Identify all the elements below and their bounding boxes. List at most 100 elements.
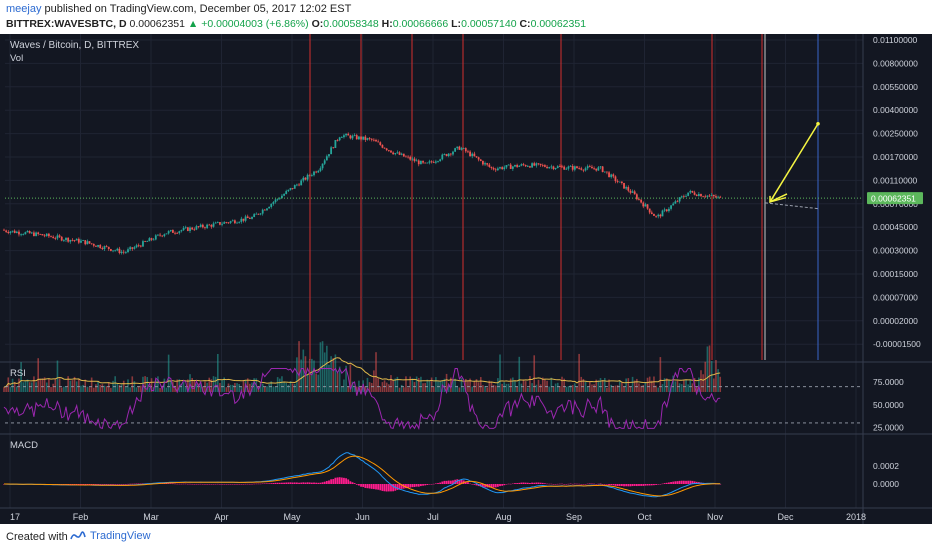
volume-bar	[648, 376, 651, 392]
candle-body	[499, 167, 501, 169]
candle-body	[563, 166, 566, 170]
macd-histogram-bar	[246, 483, 249, 485]
macd-axis-tick: 0.0002	[873, 461, 899, 471]
candle-body	[167, 231, 170, 234]
candle-body	[5, 230, 8, 232]
up-arrow-icon: ▲	[187, 18, 199, 30]
candle-body	[287, 189, 290, 192]
macd-histogram-bar	[95, 484, 97, 485]
macd-histogram-bar	[672, 481, 675, 484]
candle-body	[219, 222, 221, 225]
candle-body	[257, 213, 260, 215]
candle-body	[462, 148, 465, 149]
macd-histogram-bar	[325, 480, 328, 484]
candle-body	[351, 135, 354, 139]
volume-bar	[343, 379, 345, 392]
candle-body	[582, 169, 585, 171]
candle-body	[565, 168, 568, 170]
macd-histogram-bar	[103, 484, 106, 485]
volume-bar	[417, 378, 420, 392]
candle-body	[533, 163, 536, 166]
price-axis-tick: 0.01100000	[873, 35, 918, 45]
open-value: 0.00058348	[323, 18, 379, 30]
candle-body	[112, 250, 114, 252]
volume-bar	[39, 378, 42, 392]
candle-body	[272, 202, 275, 204]
macd-histogram-bar	[556, 483, 559, 485]
macd-histogram-bar	[268, 483, 271, 484]
author-link[interactable]: meejay	[6, 3, 42, 15]
arrow-line	[769, 123, 819, 203]
macd-histogram-bar	[387, 484, 390, 492]
volume-bar	[364, 386, 367, 392]
macd-histogram-bar	[135, 483, 138, 485]
volume-bar	[398, 387, 401, 392]
candle-body	[672, 203, 675, 206]
macd-histogram-bar	[599, 483, 602, 485]
candle-body	[571, 165, 574, 170]
volume-bar	[383, 380, 386, 392]
volume-bar	[30, 382, 33, 392]
volume-bar	[69, 380, 72, 392]
volume-bar	[86, 386, 89, 392]
macd-histogram-bar	[518, 482, 521, 484]
candle-body	[599, 166, 602, 168]
macd-histogram-bar	[511, 483, 514, 485]
candle-body	[526, 166, 529, 168]
macd-histogram-bar	[420, 484, 422, 487]
candle-body	[372, 139, 375, 141]
macd-histogram-bar	[285, 482, 288, 484]
macd-histogram-bar	[475, 484, 478, 486]
volume-bar	[54, 379, 57, 392]
macd-histogram-bar	[561, 483, 563, 485]
volume-bar	[26, 379, 29, 392]
tradingview-brand[interactable]: TradingView	[70, 530, 151, 542]
macd-histogram-bar	[343, 477, 345, 484]
macd-histogram-bar	[661, 483, 664, 485]
candle-body	[362, 136, 365, 140]
chart-svg[interactable]: Waves / Bitcoin, D, BITTREX Vol 0.01100000…	[0, 34, 932, 524]
volume-bar	[65, 386, 67, 392]
volume-bar	[565, 386, 568, 392]
candle-body	[323, 160, 326, 164]
candle-body	[122, 251, 125, 253]
candle-body	[50, 236, 52, 238]
candle-body	[306, 174, 309, 180]
macd-histogram-bar	[163, 483, 166, 484]
volume-bar	[101, 384, 104, 392]
grid-lines	[5, 34, 863, 508]
candle-body	[353, 135, 356, 136]
volume-bar	[315, 373, 317, 392]
candle-body	[405, 156, 407, 158]
candle-body	[445, 154, 448, 157]
macd-histogram-bar	[210, 484, 213, 485]
macd-histogram-bar	[629, 484, 632, 487]
candle-body	[178, 231, 181, 234]
candle-body	[552, 166, 555, 170]
macd-histogram-bar	[169, 483, 172, 484]
candle-body	[251, 216, 253, 219]
macd-histogram-bar	[682, 480, 685, 484]
volume-bar	[182, 382, 185, 392]
candle-body	[240, 218, 243, 222]
time-axis-tick: Aug	[495, 512, 511, 522]
macd-histogram-bar	[616, 484, 619, 487]
candle-body	[3, 229, 5, 231]
macd-histogram-bar	[266, 483, 268, 484]
candle-body	[199, 224, 202, 227]
volume-bar	[373, 370, 375, 392]
volume-bar	[154, 380, 157, 392]
volume-bar	[691, 383, 694, 392]
volume-bar	[249, 383, 251, 392]
time-axis-tick: Nov	[707, 512, 724, 522]
macd-histogram-bar	[424, 484, 427, 486]
candle-body	[336, 140, 339, 141]
macd-histogram-bar	[334, 477, 337, 484]
candle-body	[276, 198, 279, 200]
macd-histogram-bar	[214, 483, 217, 485]
macd-histogram-bar	[355, 484, 358, 485]
chart-area[interactable]: Waves / Bitcoin, D, BITTREX Vol 0.01100000…	[0, 34, 932, 524]
candle-body	[443, 154, 446, 155]
macd-histogram-bar	[313, 482, 315, 484]
volume-bar	[638, 383, 640, 392]
